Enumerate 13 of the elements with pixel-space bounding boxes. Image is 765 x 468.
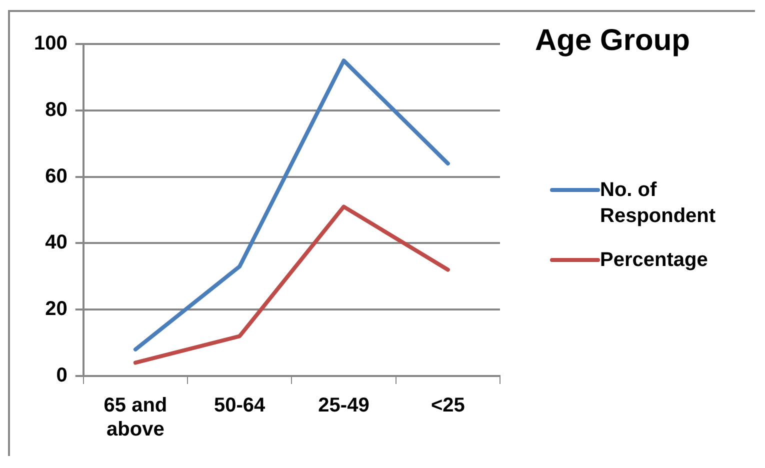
y-tick-label: 40 bbox=[45, 232, 68, 254]
legend-label: Percentage bbox=[600, 248, 709, 273]
x-tick-label: 25-49 bbox=[318, 394, 370, 417]
text: Age Group bbox=[535, 24, 690, 58]
x-tick-label: <25 bbox=[430, 394, 465, 417]
legend-label: No. of Respondent bbox=[600, 178, 717, 229]
y-tick-label: 60 bbox=[45, 165, 68, 188]
y-tick-label: 80 bbox=[45, 98, 68, 121]
y-tick-label: 100 bbox=[34, 32, 68, 55]
y-tick-label: 20 bbox=[45, 298, 68, 320]
x-tick-label: 65 and above bbox=[104, 394, 168, 441]
x-tick-label: 50-64 bbox=[214, 394, 266, 417]
y-tick-label: 0 bbox=[56, 364, 68, 387]
